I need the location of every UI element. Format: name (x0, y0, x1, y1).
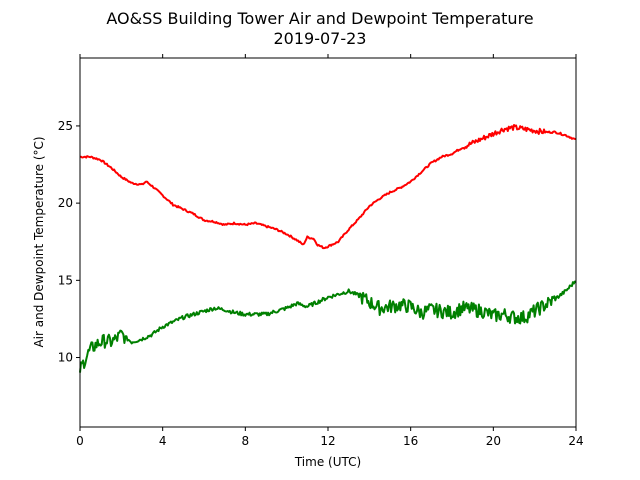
y-tick-label: 20 (58, 196, 73, 210)
y-axis-label: Air and Dewpoint Temperature (°C) (32, 136, 46, 347)
y-tick-label: 25 (58, 119, 73, 133)
x-tick-label: 0 (76, 434, 84, 448)
axis-ticks: 0 4 8 12 16 20 24 10 15 20 25 (58, 54, 584, 448)
x-axis-label: Time (UTC) (294, 455, 361, 469)
x-tick-label: 24 (568, 434, 583, 448)
series-line-dewpoint (79, 280, 577, 373)
plot-frame (79, 57, 577, 428)
plot-area (79, 124, 577, 373)
x-tick-label: 4 (159, 434, 167, 448)
x-tick-label: 12 (320, 434, 335, 448)
series-line-air-temperature (79, 124, 576, 250)
chart-title: AO&SS Building Tower Air and Dewpoint Te… (106, 9, 533, 28)
y-tick-label: 15 (58, 273, 73, 287)
chart-subtitle: 2019-07-23 (274, 29, 367, 48)
x-tick-label: 20 (486, 434, 501, 448)
y-tick-label: 10 (58, 351, 73, 365)
x-tick-label: 16 (403, 434, 418, 448)
x-tick-label: 8 (242, 434, 250, 448)
